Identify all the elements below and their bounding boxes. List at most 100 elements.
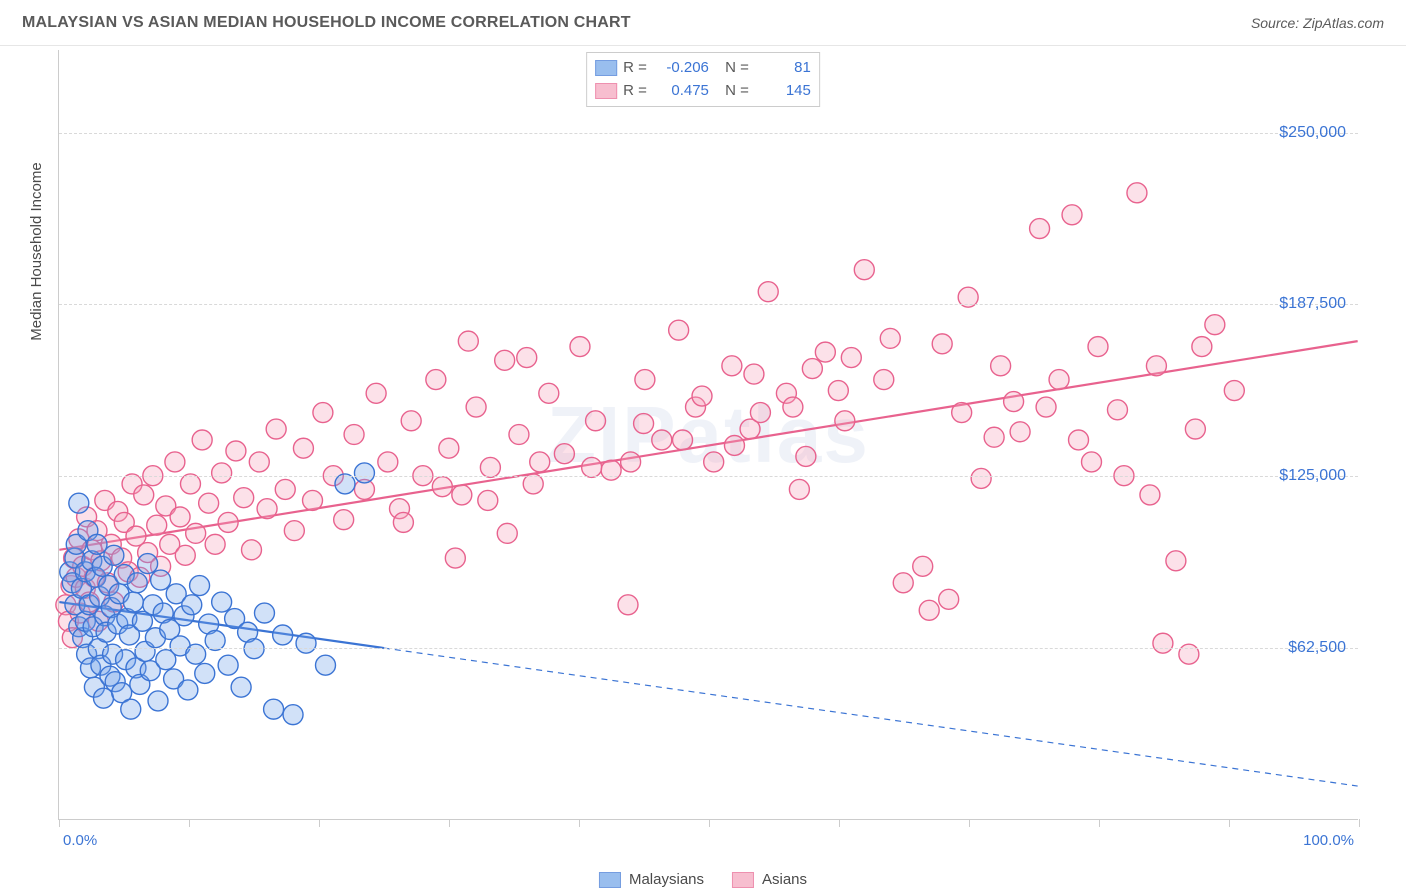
point-malaysians — [212, 592, 232, 612]
point-asians — [621, 452, 641, 472]
x-tick — [59, 819, 60, 827]
stats-row-series-0: R = -0.206 N = 81 — [595, 57, 811, 80]
point-asians — [458, 331, 478, 351]
point-asians — [919, 600, 939, 620]
gridline — [59, 476, 1358, 477]
legend-item-1: Asians — [732, 871, 807, 888]
point-asians — [257, 499, 277, 519]
point-asians — [293, 438, 313, 458]
stat-val-N-0: 81 — [755, 57, 811, 80]
point-asians — [432, 477, 452, 497]
point-asians — [991, 356, 1011, 376]
point-asians — [893, 573, 913, 593]
stat-label-R: R = — [623, 57, 647, 80]
point-asians — [234, 488, 254, 508]
point-asians — [134, 485, 154, 505]
point-asians — [452, 485, 472, 505]
point-malaysians — [264, 699, 284, 719]
point-asians — [1153, 633, 1173, 653]
point-malaysians — [182, 595, 202, 615]
point-asians — [570, 337, 590, 357]
stat-val-R-1: 0.475 — [653, 80, 709, 103]
stat-val-N-1: 145 — [755, 80, 811, 103]
point-asians — [218, 512, 238, 532]
stat-label-N: N = — [725, 80, 749, 103]
point-asians — [266, 419, 286, 439]
point-malaysians — [254, 603, 274, 623]
point-asians — [165, 452, 185, 472]
point-asians — [783, 397, 803, 417]
point-asians — [1062, 205, 1082, 225]
point-asians — [445, 548, 465, 568]
legend-label-1: Asians — [762, 871, 807, 888]
swatch-series-0 — [595, 60, 617, 76]
point-malaysians — [218, 655, 238, 675]
point-asians — [1192, 337, 1212, 357]
chart-svg — [59, 50, 1358, 819]
point-asians — [618, 595, 638, 615]
point-asians — [1140, 485, 1160, 505]
point-asians — [366, 383, 386, 403]
point-asians — [854, 260, 874, 280]
point-asians — [426, 370, 446, 390]
point-asians — [635, 370, 655, 390]
point-asians — [1205, 315, 1225, 335]
point-malaysians — [195, 663, 215, 683]
point-asians — [1030, 219, 1050, 239]
point-asians — [199, 493, 219, 513]
x-label-left: 0.0% — [63, 832, 97, 849]
point-asians — [971, 468, 991, 488]
point-asians — [439, 438, 459, 458]
point-asians — [722, 356, 742, 376]
x-tick — [839, 819, 840, 827]
gridline — [59, 648, 1358, 649]
point-malaysians — [178, 680, 198, 700]
point-asians — [1036, 397, 1056, 417]
point-asians — [554, 444, 574, 464]
y-tick-label: $187,500 — [1279, 295, 1346, 313]
x-tick — [579, 819, 580, 827]
point-asians — [724, 435, 744, 455]
source-prefix: Source: — [1251, 15, 1303, 31]
point-asians — [378, 452, 398, 472]
header: MALAYSIAN VS ASIAN MEDIAN HOUSEHOLD INCO… — [0, 0, 1406, 46]
point-asians — [673, 430, 693, 450]
point-asians — [1004, 392, 1024, 412]
point-malaysians — [69, 493, 89, 513]
y-axis-title: Median Household Income — [28, 162, 45, 340]
point-asians — [1127, 183, 1147, 203]
point-asians — [841, 348, 861, 368]
point-malaysians — [296, 633, 316, 653]
gridline — [59, 133, 1358, 134]
point-asians — [758, 282, 778, 302]
point-asians — [334, 510, 354, 530]
x-tick — [1359, 819, 1360, 827]
point-asians — [913, 556, 933, 576]
stat-label-N: N = — [725, 57, 749, 80]
y-tick-label: $250,000 — [1279, 124, 1346, 142]
x-tick — [969, 819, 970, 827]
point-asians — [750, 403, 770, 423]
stat-label-R: R = — [623, 80, 647, 103]
swatch-series-1 — [595, 83, 617, 99]
legend-label-0: Malaysians — [629, 871, 704, 888]
point-asians — [796, 446, 816, 466]
legend-swatch-1 — [732, 872, 754, 888]
point-asians — [480, 457, 500, 477]
point-asians — [704, 452, 724, 472]
x-tick — [319, 819, 320, 827]
legend-item-0: Malaysians — [599, 871, 704, 888]
point-asians — [802, 359, 822, 379]
x-label-right: 100.0% — [1303, 832, 1354, 849]
point-malaysians — [148, 691, 168, 711]
point-asians — [186, 523, 206, 543]
point-asians — [835, 411, 855, 431]
point-asians — [1082, 452, 1102, 472]
point-asians — [828, 381, 848, 401]
x-tick — [189, 819, 190, 827]
point-asians — [1088, 337, 1108, 357]
point-asians — [530, 452, 550, 472]
point-asians — [517, 348, 537, 368]
point-asians — [478, 490, 498, 510]
point-asians — [509, 425, 529, 445]
